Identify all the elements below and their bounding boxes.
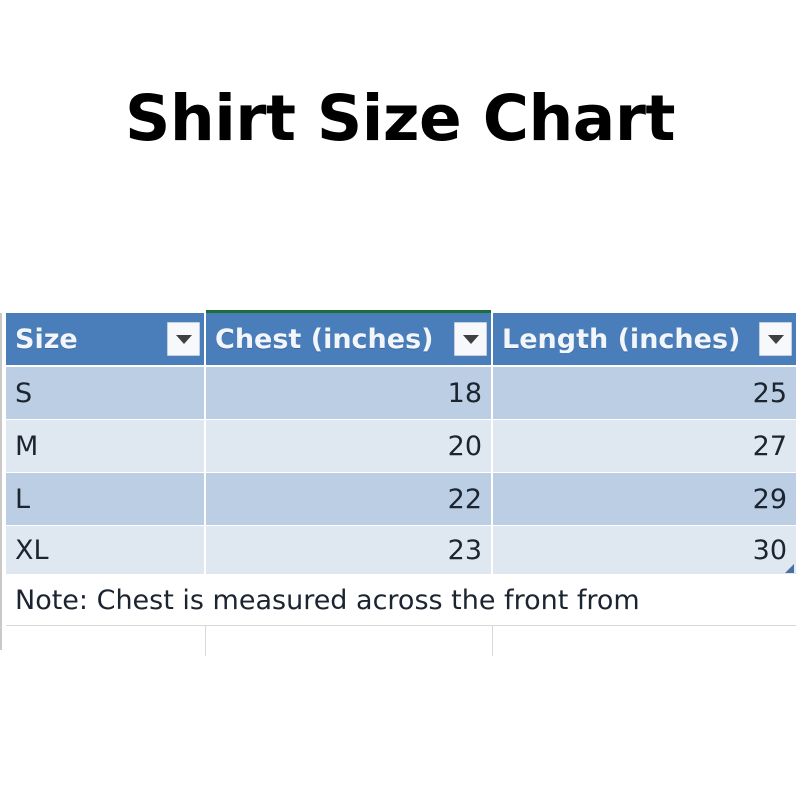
size-chart-table: Size Chest (inches): [6, 310, 796, 656]
cell-size[interactable]: L: [6, 472, 206, 526]
cell-size[interactable]: S: [6, 366, 206, 420]
worksheet-left-edge: [0, 313, 2, 650]
column-header-length-label: Length (inches): [502, 325, 741, 353]
column-header-size[interactable]: Size: [6, 313, 206, 367]
cell-chest[interactable]: 22: [205, 472, 493, 526]
table-row[interactable]: XL 23 30: [6, 525, 796, 575]
cell-length[interactable]: 29: [492, 472, 796, 526]
empty-cell-b[interactable]: [205, 625, 493, 656]
chevron-down-icon: [462, 334, 479, 344]
cell-chest[interactable]: 23: [205, 525, 493, 575]
cell-chest[interactable]: 18: [205, 366, 493, 420]
size-chart-table-region: Size Chest (inches): [6, 310, 796, 656]
column-header-chest[interactable]: Chest (inches): [205, 310, 493, 367]
empty-cell-c[interactable]: [492, 625, 796, 656]
chevron-down-icon: [175, 334, 192, 344]
worksheet-empty-row[interactable]: [6, 625, 796, 656]
cell-length[interactable]: 25: [492, 366, 796, 420]
cell-length-value: 30: [752, 534, 787, 566]
table-resize-handle[interactable]: [785, 564, 794, 573]
empty-cell-a[interactable]: [6, 625, 206, 656]
table-note-text[interactable]: Note: Chest is measured across the front…: [6, 574, 796, 626]
column-header-length[interactable]: Length (inches): [492, 313, 796, 367]
table-header-row: Size Chest (inches): [6, 310, 796, 367]
column-header-chest-label: Chest (inches): [215, 325, 434, 353]
cell-size[interactable]: M: [6, 419, 206, 473]
filter-button-size[interactable]: [167, 322, 200, 356]
cell-length[interactable]: 30: [492, 525, 796, 575]
table-row[interactable]: S 18 25: [6, 366, 796, 420]
selection-indicator-strip: [206, 310, 491, 313]
filter-button-chest[interactable]: [454, 322, 487, 356]
column-header-size-label: Size: [15, 325, 78, 353]
table-row[interactable]: L 22 29: [6, 472, 796, 526]
cell-size[interactable]: XL: [6, 525, 206, 575]
filter-button-length[interactable]: [759, 322, 792, 356]
page-title: Shirt Size Chart: [124, 82, 676, 155]
table-row[interactable]: M 20 27: [6, 419, 796, 473]
cell-chest[interactable]: 20: [205, 419, 493, 473]
chevron-down-icon: [767, 334, 784, 344]
cell-length[interactable]: 27: [492, 419, 796, 473]
table-note-row[interactable]: Note: Chest is measured across the front…: [6, 574, 796, 626]
